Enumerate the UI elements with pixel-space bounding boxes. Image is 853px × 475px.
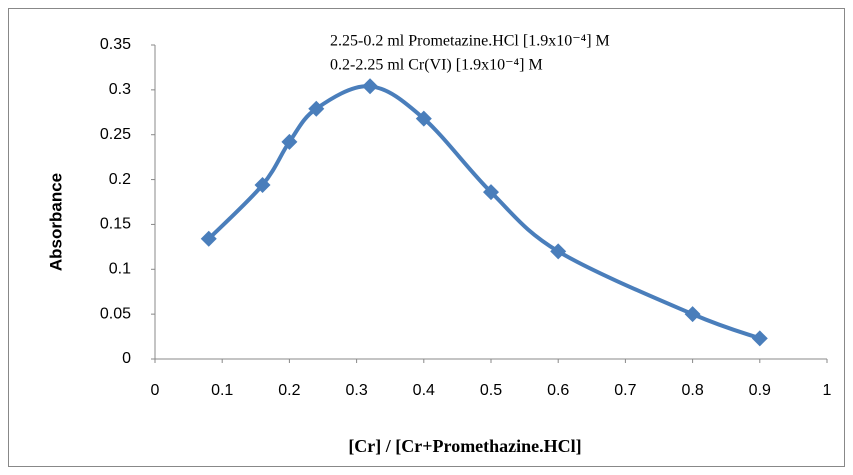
data-point xyxy=(751,330,768,347)
data-point xyxy=(550,243,567,260)
x-axis-label: [Cr] / [Cr+Promethazine.HCl] xyxy=(348,436,581,456)
x-tick-label: 0.9 xyxy=(749,382,771,399)
annotation: 2.25-0.2 ml Prometazine.HCl [1.9x10⁻⁴] M xyxy=(330,33,610,50)
data-point xyxy=(684,306,701,323)
y-tick-label: 0.25 xyxy=(100,126,131,143)
chart-frame xyxy=(8,8,845,467)
x-tick-label: 1 xyxy=(823,382,832,399)
x-tick-label: 0.1 xyxy=(211,382,233,399)
data-point xyxy=(200,230,217,247)
y-tick-label: 0.3 xyxy=(109,81,131,98)
y-tick-label: 0.15 xyxy=(100,216,131,233)
x-tick-label: 0.7 xyxy=(614,382,636,399)
y-tick-label: 0.2 xyxy=(109,171,131,188)
x-tick-label: 0 xyxy=(151,382,160,399)
x-tick-label: 0.3 xyxy=(345,382,367,399)
data-point xyxy=(281,133,298,150)
y-tick-label: 0.05 xyxy=(100,305,131,322)
y-tick-label: 0.1 xyxy=(109,261,131,278)
data-point xyxy=(483,184,499,201)
data-point xyxy=(415,110,432,127)
x-tick-label: 0.8 xyxy=(681,382,703,399)
data-point xyxy=(308,100,325,117)
annotation: 0.2-2.25 ml Cr(VI) [1.9x10⁻⁴] M xyxy=(330,57,543,74)
data-point xyxy=(362,78,379,95)
annotation-box xyxy=(320,26,844,82)
y-tick-label: 0.35 xyxy=(100,36,131,53)
y-axis-label: Absorbance xyxy=(46,173,65,271)
x-tick-label: 0.4 xyxy=(413,382,435,399)
data-point xyxy=(254,176,271,193)
x-tick-label: 0.6 xyxy=(547,382,569,399)
x-tick-label: 0.5 xyxy=(480,382,502,399)
x-tick-label: 0.2 xyxy=(278,382,300,399)
y-tick-label: 0 xyxy=(122,350,131,367)
